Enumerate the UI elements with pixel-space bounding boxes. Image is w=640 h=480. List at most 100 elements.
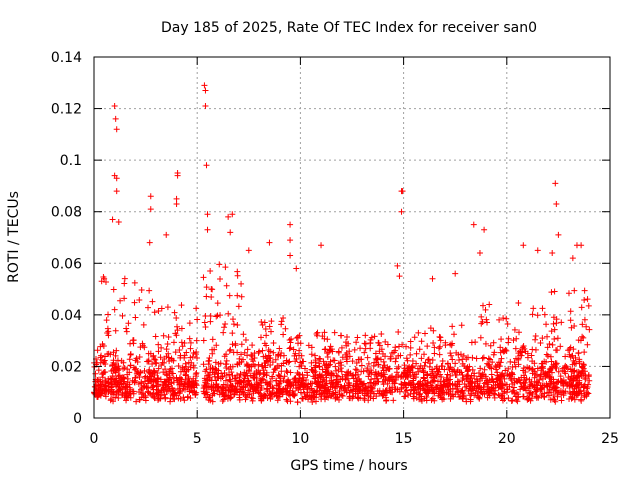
data-point: [362, 332, 369, 339]
data-point: [430, 327, 437, 334]
data-point: [304, 389, 311, 396]
data-point: [178, 325, 185, 332]
data-point: [146, 287, 153, 294]
data-point: [371, 333, 378, 340]
data-point: [431, 350, 438, 357]
data-point: [424, 357, 431, 364]
data-point: [209, 365, 216, 372]
data-point: [552, 180, 559, 187]
data-point: [108, 376, 115, 383]
data-point: [158, 344, 165, 351]
data-point: [431, 344, 438, 351]
data-point: [351, 346, 358, 353]
y-axis-label: ROTI / TECUs: [6, 191, 22, 283]
data-point: [181, 340, 188, 347]
data-point: [317, 391, 324, 398]
data-point: [168, 365, 175, 372]
data-point: [438, 382, 445, 389]
data-point: [213, 342, 220, 349]
data-point: [358, 362, 365, 369]
data-point: [284, 382, 291, 389]
data-point: [537, 339, 544, 346]
data-point: [287, 383, 294, 390]
data-point: [105, 389, 112, 396]
data-point: [573, 382, 580, 389]
data-point: [152, 333, 159, 340]
data-point: [151, 368, 158, 375]
data-point: [118, 357, 125, 364]
data-point: [293, 385, 300, 392]
data-point: [171, 309, 178, 316]
data-point: [400, 370, 407, 377]
data-point: [569, 361, 576, 368]
data-point: [201, 82, 208, 89]
data-point: [429, 275, 436, 282]
data-point: [538, 385, 545, 392]
data-point: [490, 378, 497, 385]
data-point: [445, 377, 452, 384]
data-point: [369, 385, 376, 392]
data-point: [353, 360, 360, 367]
data-point: [513, 335, 520, 342]
data-point: [151, 394, 158, 401]
data-point: [459, 396, 466, 403]
data-point: [259, 363, 266, 370]
data-point: [133, 398, 140, 405]
data-point: [316, 355, 323, 362]
data-point: [139, 340, 146, 347]
data-point: [393, 369, 400, 376]
data-point: [113, 366, 120, 373]
data-point: [405, 392, 412, 399]
data-point: [435, 345, 442, 352]
data-point: [437, 378, 444, 385]
data-point: [395, 352, 402, 359]
data-point: [452, 360, 459, 367]
data-point: [515, 361, 522, 368]
data-point: [568, 324, 575, 331]
data-point: [395, 328, 402, 335]
data-point: [460, 375, 467, 382]
data-point: [543, 380, 550, 387]
data-point: [437, 386, 444, 393]
data-point: [553, 364, 560, 371]
data-point: [350, 393, 357, 400]
data-point: [111, 102, 118, 109]
data-point: [573, 389, 580, 396]
data-point: [312, 398, 319, 405]
data-point: [140, 389, 147, 396]
data-point: [570, 368, 577, 375]
data-point: [500, 315, 507, 322]
data-point: [230, 349, 237, 356]
data-point: [217, 312, 224, 319]
data-point: [241, 375, 248, 382]
data-point: [465, 366, 472, 373]
data-point: [190, 350, 197, 357]
data-point: [403, 355, 410, 362]
data-point: [238, 280, 245, 287]
data-point: [145, 357, 152, 364]
data-point: [511, 359, 518, 366]
data-point: [113, 175, 120, 182]
data-point: [202, 102, 209, 109]
data-point: [576, 388, 583, 395]
data-point: [503, 315, 510, 322]
data-point: [176, 388, 183, 395]
data-point: [478, 313, 485, 320]
data-point: [505, 365, 512, 372]
data-point: [112, 352, 119, 359]
data-point: [327, 372, 334, 379]
data-point: [177, 368, 184, 375]
data-point: [283, 396, 290, 403]
data-point: [92, 378, 99, 385]
data-point: [187, 339, 194, 346]
data-point: [522, 368, 529, 375]
data-point: [583, 323, 590, 330]
data-point: [201, 319, 208, 326]
data-point: [257, 369, 264, 376]
data-point: [317, 356, 324, 363]
x-tick-label: 25: [601, 431, 619, 447]
data-point: [163, 231, 170, 238]
data-point: [485, 389, 492, 396]
data-point: [204, 211, 211, 218]
data-point: [132, 377, 139, 384]
